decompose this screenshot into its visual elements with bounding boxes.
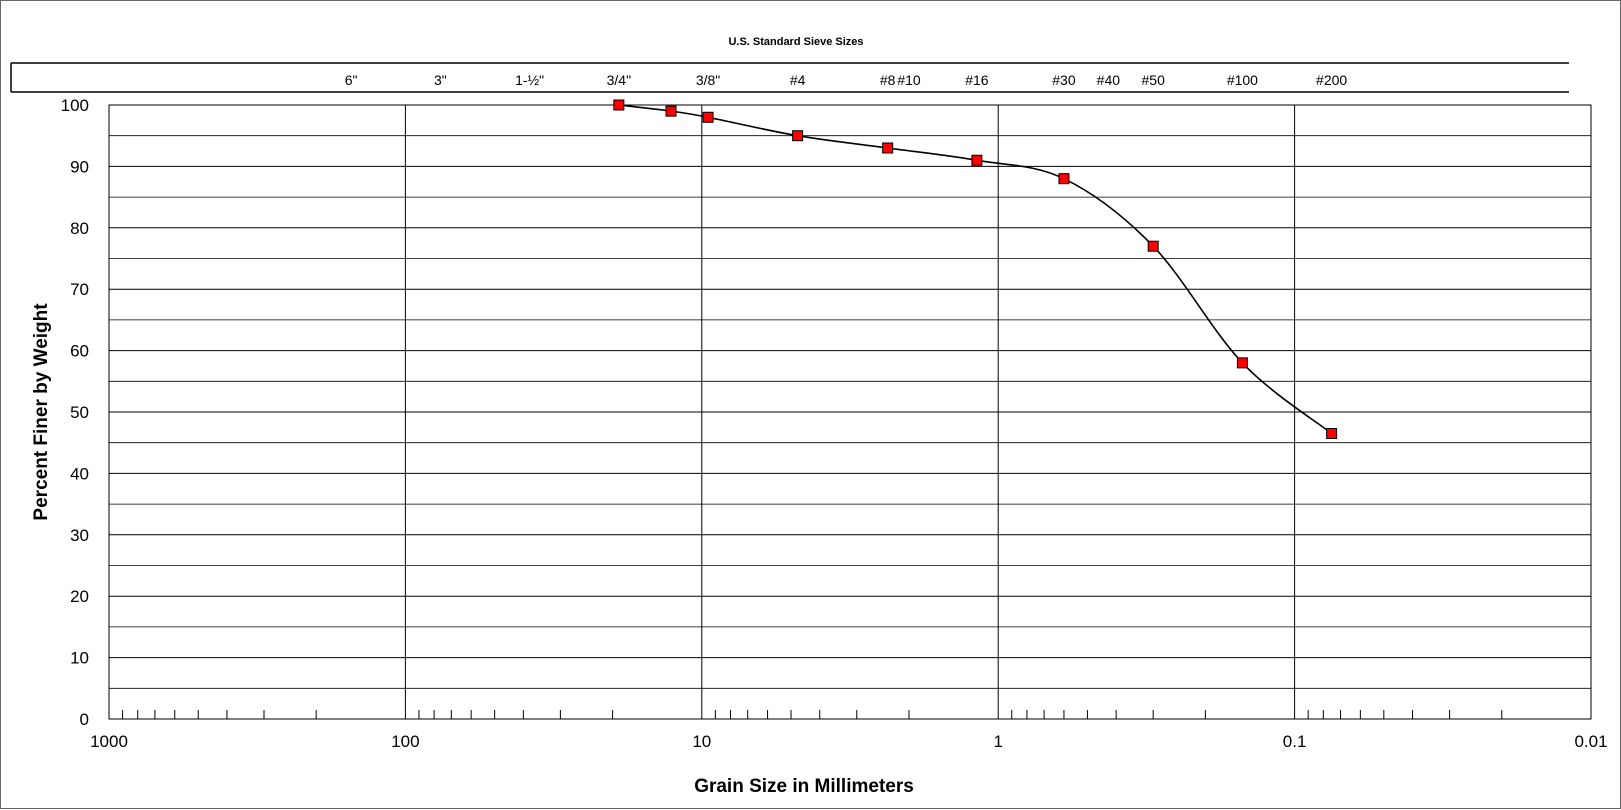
x-minor-ticks [122,710,1503,719]
x-tick-label: 10 [692,732,711,751]
data-point [1147,240,1159,252]
data-point [882,142,894,154]
data-point [792,130,804,142]
data-point [1058,173,1070,185]
data-point [665,105,677,117]
y-tick-label: 80 [70,219,89,238]
data-point [613,99,625,111]
x-tick-label: 100 [391,732,419,751]
sieve-label: 6" [345,72,358,88]
x-axis-title: Grain Size in Millimeters [694,776,914,797]
y-tick-label: 30 [70,526,89,545]
data-point [702,111,714,123]
sieve-label: #4 [790,72,806,88]
data-markers [613,99,1338,439]
gridlines [108,104,1592,720]
sieve-label: 1-½" [515,72,544,88]
sieve-label: 3" [434,72,447,88]
header-band: U.S. Standard Sieve Sizes [10,36,1569,93]
y-tick-label: 50 [70,403,89,422]
sieve-labels: 6" 3" 1-½" 3/4" 3/8" #4 #8 #10 #16 #30 #40 #50 #100 #… [345,72,1348,88]
y-tick-label: 10 [70,649,89,668]
sieve-label: #10 [897,72,921,88]
y-tick-label: 20 [70,587,89,606]
plot-area-border [108,104,1592,720]
x-tick-label: 1000 [90,732,128,751]
sieve-label: 3/8" [696,72,720,88]
gradation-curve [618,104,1333,435]
y-tick-label: 90 [70,157,89,176]
data-point [971,154,983,166]
y-tick-label: 40 [70,464,89,483]
y-tick-label: 70 [70,280,89,299]
y-tick-labels: 0 10 20 30 40 50 60 70 80 90 100 [61,96,89,729]
sieve-label: #30 [1052,72,1076,88]
sieve-label: #40 [1097,72,1121,88]
x-tick-label: 0.01 [1574,732,1607,751]
sieve-label: 3/4" [607,72,631,88]
data-point [1326,427,1338,439]
y-tick-label: 100 [61,96,89,115]
x-tick-labels: 1000 100 10 1 0.1 0.01 [90,732,1607,751]
sieve-label: #200 [1316,72,1347,88]
y-axis-title: Percent Finer by Weight [31,303,52,521]
y-tick-label: 0 [80,710,89,729]
sieve-label: #50 [1142,72,1166,88]
sieve-label: #8 [880,72,896,88]
data-point [1236,357,1248,369]
x-tick-label: 1 [993,732,1002,751]
sieve-label: #100 [1227,72,1258,88]
sieve-label: #16 [965,72,989,88]
sieve-sizes-title: U.S. Standard Sieve Sizes [728,36,863,48]
x-tick-label: 0.1 [1283,732,1307,751]
y-tick-label: 60 [70,342,89,361]
